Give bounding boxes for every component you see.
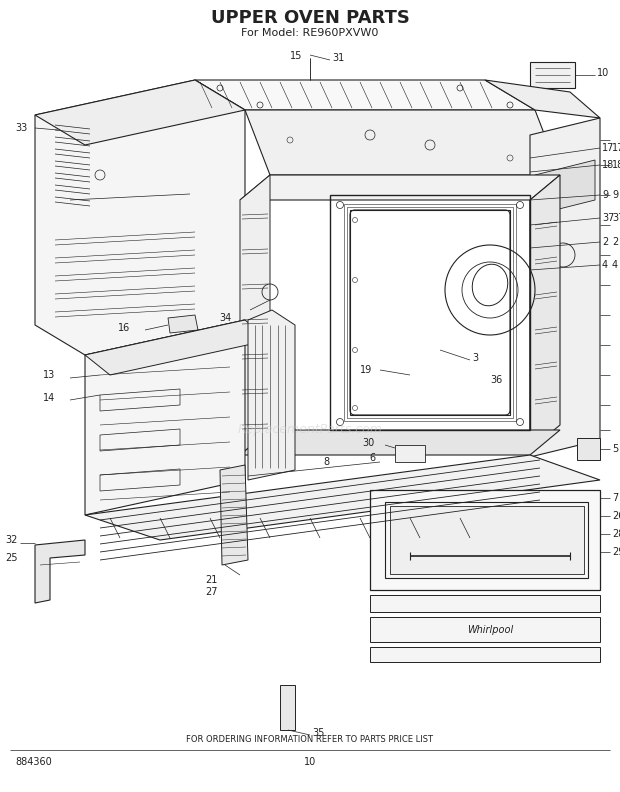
Polygon shape — [370, 490, 600, 590]
Polygon shape — [370, 647, 600, 662]
Polygon shape — [395, 445, 425, 462]
Polygon shape — [530, 62, 575, 88]
Text: 37: 37 — [612, 213, 620, 223]
Polygon shape — [530, 175, 560, 450]
Text: 18: 18 — [602, 160, 614, 170]
Text: 7: 7 — [612, 493, 618, 503]
Text: 21: 21 — [206, 575, 218, 585]
Text: 37: 37 — [602, 213, 614, 223]
Text: 2: 2 — [602, 237, 608, 247]
Polygon shape — [85, 320, 245, 515]
Text: 27: 27 — [205, 587, 218, 597]
Polygon shape — [370, 595, 600, 612]
Text: FOR ORDERING INFORMATION REFER TO PARTS PRICE LIST: FOR ORDERING INFORMATION REFER TO PARTS … — [187, 736, 433, 744]
Text: 9: 9 — [612, 190, 618, 200]
Text: 10: 10 — [304, 757, 316, 767]
Text: 3: 3 — [472, 353, 478, 363]
Text: 29: 29 — [612, 547, 620, 557]
Polygon shape — [168, 315, 198, 333]
Text: 10: 10 — [597, 68, 609, 78]
Polygon shape — [35, 540, 85, 603]
Text: 13: 13 — [43, 370, 55, 380]
Text: 5: 5 — [612, 444, 618, 454]
Text: For Model: RE960PXVW0: For Model: RE960PXVW0 — [241, 28, 379, 38]
Polygon shape — [245, 110, 560, 175]
Polygon shape — [577, 438, 600, 460]
Text: 25: 25 — [6, 553, 18, 563]
Text: 884360: 884360 — [15, 757, 51, 767]
Polygon shape — [390, 506, 584, 574]
Text: 33: 33 — [15, 123, 27, 133]
Polygon shape — [530, 118, 600, 457]
Text: 18: 18 — [612, 160, 620, 170]
Text: Whirlpool: Whirlpool — [467, 625, 513, 635]
Polygon shape — [35, 80, 245, 145]
Text: ReplacementParts.com: ReplacementParts.com — [237, 424, 383, 436]
Polygon shape — [85, 320, 270, 375]
Polygon shape — [485, 80, 600, 118]
Text: 6: 6 — [369, 453, 375, 463]
Polygon shape — [370, 617, 600, 642]
Polygon shape — [248, 310, 295, 480]
Polygon shape — [35, 80, 245, 355]
Text: 36: 36 — [490, 375, 502, 385]
Text: 32: 32 — [6, 535, 18, 545]
Text: 17: 17 — [612, 143, 620, 153]
Text: 8: 8 — [324, 457, 330, 467]
Text: 2: 2 — [612, 237, 618, 247]
Text: 34: 34 — [219, 313, 232, 323]
Text: 30: 30 — [363, 438, 375, 448]
Text: UPPER OVEN PARTS: UPPER OVEN PARTS — [211, 9, 409, 27]
Text: 26: 26 — [612, 511, 620, 521]
Text: 9: 9 — [602, 190, 608, 200]
Text: 16: 16 — [118, 323, 130, 333]
Text: 35: 35 — [312, 728, 324, 738]
Text: 4: 4 — [612, 260, 618, 270]
Polygon shape — [85, 455, 600, 540]
Polygon shape — [240, 430, 560, 455]
Text: 4: 4 — [602, 260, 608, 270]
Polygon shape — [240, 175, 560, 200]
Text: 31: 31 — [332, 53, 344, 63]
Polygon shape — [240, 175, 270, 455]
Polygon shape — [220, 465, 248, 565]
Polygon shape — [535, 160, 595, 215]
Polygon shape — [195, 80, 535, 110]
Text: 28: 28 — [612, 529, 620, 539]
Text: 14: 14 — [43, 393, 55, 403]
Polygon shape — [280, 685, 295, 730]
Text: 15: 15 — [290, 51, 302, 61]
Text: 17: 17 — [602, 143, 614, 153]
Text: 19: 19 — [360, 365, 372, 375]
